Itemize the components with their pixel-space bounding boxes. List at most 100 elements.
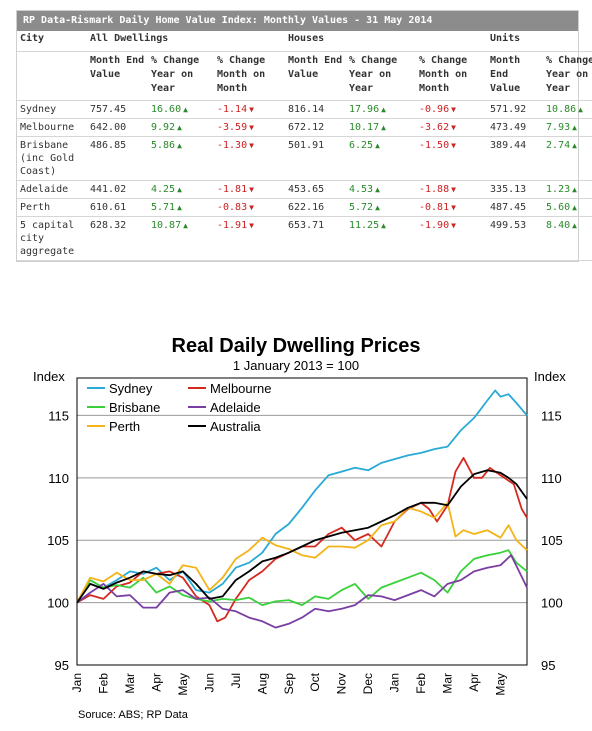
data-grid: City All Dwellings Houses Units Month En…	[17, 31, 592, 261]
change-value: 5.71	[151, 202, 176, 213]
change-cell: -1.81 ▼	[214, 180, 285, 199]
change-value: -0.96	[419, 104, 450, 115]
y-tick-label-left: 110	[48, 471, 69, 486]
change-value: 5.60	[546, 202, 571, 213]
x-tick-label: Apr	[149, 673, 163, 692]
sub-header-cell: % Change Month on Month	[214, 51, 285, 101]
x-tick-label: Mar	[441, 673, 455, 694]
up-arrow-icon: ▲	[375, 203, 380, 212]
up-arrow-icon: ▲	[177, 123, 182, 132]
change-value: -3.59	[217, 122, 248, 133]
series-line-brisbane	[76, 549, 528, 606]
legend-label: Brisbane	[109, 400, 160, 415]
value-cell: 501.91	[285, 136, 346, 181]
change-value: 11.25	[349, 220, 380, 231]
legend-label: Adelaide	[210, 400, 261, 415]
change-value: -1.50	[419, 140, 450, 151]
y-tick-label-right: 115	[541, 408, 562, 423]
x-tick-label: Feb	[414, 673, 428, 694]
value-cell: 499.53	[487, 216, 544, 261]
source-note: Soruce: ABS; RP Data	[78, 709, 189, 721]
up-arrow-icon: ▲	[572, 185, 577, 194]
legend-label: Melbourne	[210, 381, 271, 396]
table-body: Sydney 757.45 16.60 ▲ -1.14 ▼ 816.14 17.96 ▲ -0.9…	[17, 100, 592, 261]
series-line-australia	[76, 469, 528, 604]
up-arrow-icon: ▲	[572, 123, 577, 132]
change-cell: 17.96 ▲	[346, 100, 416, 119]
chart-subtitle: 1 January 2013 = 100	[233, 358, 359, 373]
change-cell: -1.50 ▼	[416, 136, 488, 181]
change-cell: 6.25 ▲	[346, 136, 416, 181]
up-arrow-icon: ▲	[572, 221, 577, 230]
city-header: City	[17, 31, 87, 52]
down-arrow-icon: ▼	[249, 185, 254, 194]
value-cell: 622.16	[285, 198, 346, 217]
legend-label: Australia	[210, 419, 261, 434]
change-cell: 10.17 ▲	[346, 118, 416, 137]
change-cell: -0.81 ▼	[416, 198, 488, 217]
change-cell: 5.72 ▲	[346, 198, 416, 217]
sub-header-cell: % Change Year on Year	[148, 51, 214, 101]
x-tick-label: Oct	[308, 672, 322, 691]
down-arrow-icon: ▼	[451, 203, 456, 212]
value-cell: 672.12	[285, 118, 346, 137]
city-cell: 5 capital city aggregate	[17, 216, 87, 261]
table-row: Melbourne 642.00 9.92 ▲ -3.59 ▼ 672.12 10.17 ▲ -3…	[17, 118, 592, 137]
legend-label: Perth	[109, 419, 140, 434]
change-cell: -0.96 ▼	[416, 100, 488, 119]
change-value: 1.23	[546, 184, 571, 195]
series-line-perth	[76, 501, 528, 604]
home-value-table: RP Data-Rismark Daily Home Value Index: …	[16, 10, 592, 262]
down-arrow-icon: ▼	[451, 185, 456, 194]
x-tick-label: Feb	[96, 673, 110, 694]
change-value: -1.90	[419, 220, 450, 231]
y-axis-label-right: Index	[534, 369, 566, 384]
change-value: 9.92	[151, 122, 176, 133]
all-dwellings-header: All Dwellings	[87, 31, 285, 52]
table-row: 5 capital city aggregate 628.32 10.87 ▲ -1.9…	[17, 216, 592, 261]
x-tick-label: May	[494, 673, 508, 696]
y-tick-label-left: 95	[55, 658, 69, 673]
table-title: RP Data-Rismark Daily Home Value Index: …	[17, 11, 578, 31]
change-value: 16.60	[151, 104, 182, 115]
up-arrow-icon: ▲	[381, 221, 386, 230]
y-axis-label-left: Index	[33, 369, 65, 384]
x-tick-label: May	[176, 673, 190, 696]
change-cell: 5.60 ▲	[543, 198, 592, 217]
change-value: 17.96	[349, 104, 380, 115]
change-cell: 5.71 ▲	[148, 198, 214, 217]
down-arrow-icon: ▼	[249, 221, 254, 230]
down-arrow-icon: ▼	[249, 141, 254, 150]
x-tick-label: Apr	[467, 673, 481, 692]
change-cell: 5.86 ▲	[148, 136, 214, 181]
change-cell: -1.91 ▼	[214, 216, 285, 261]
change-cell: -1.88 ▼	[416, 180, 488, 199]
up-arrow-icon: ▲	[375, 141, 380, 150]
sub-header-cell: % Change Year on Year	[543, 51, 592, 101]
y-tick-label-left: 105	[47, 533, 69, 548]
down-arrow-icon: ▼	[451, 221, 456, 230]
change-cell: 4.25 ▲	[148, 180, 214, 199]
change-value: 4.25	[151, 184, 176, 195]
change-cell: 10.87 ▲	[148, 216, 214, 261]
y-tick-label-left: 115	[48, 408, 69, 423]
change-cell: -3.62 ▼	[416, 118, 488, 137]
up-arrow-icon: ▲	[381, 123, 386, 132]
city-cell: Adelaide	[17, 180, 87, 199]
change-value: -0.83	[217, 202, 248, 213]
change-cell: 1.23 ▲	[543, 180, 592, 199]
table-row: Sydney 757.45 16.60 ▲ -1.14 ▼ 816.14 17.96 ▲ -0.9…	[17, 100, 592, 119]
up-arrow-icon: ▲	[375, 185, 380, 194]
sub-header-row: Month End Value % Change Year on Year % …	[17, 51, 592, 101]
y-tick-label-right: 95	[541, 658, 555, 673]
x-tick-label: Jun	[202, 673, 216, 692]
up-arrow-icon: ▲	[177, 203, 182, 212]
up-arrow-icon: ▲	[578, 105, 583, 114]
down-arrow-icon: ▼	[249, 123, 254, 132]
change-cell: 11.25 ▲	[346, 216, 416, 261]
value-cell: 757.45	[87, 100, 148, 119]
y-tick-label-left: 100	[47, 596, 69, 611]
value-cell: 610.61	[87, 198, 148, 217]
change-value: 7.93	[546, 122, 571, 133]
